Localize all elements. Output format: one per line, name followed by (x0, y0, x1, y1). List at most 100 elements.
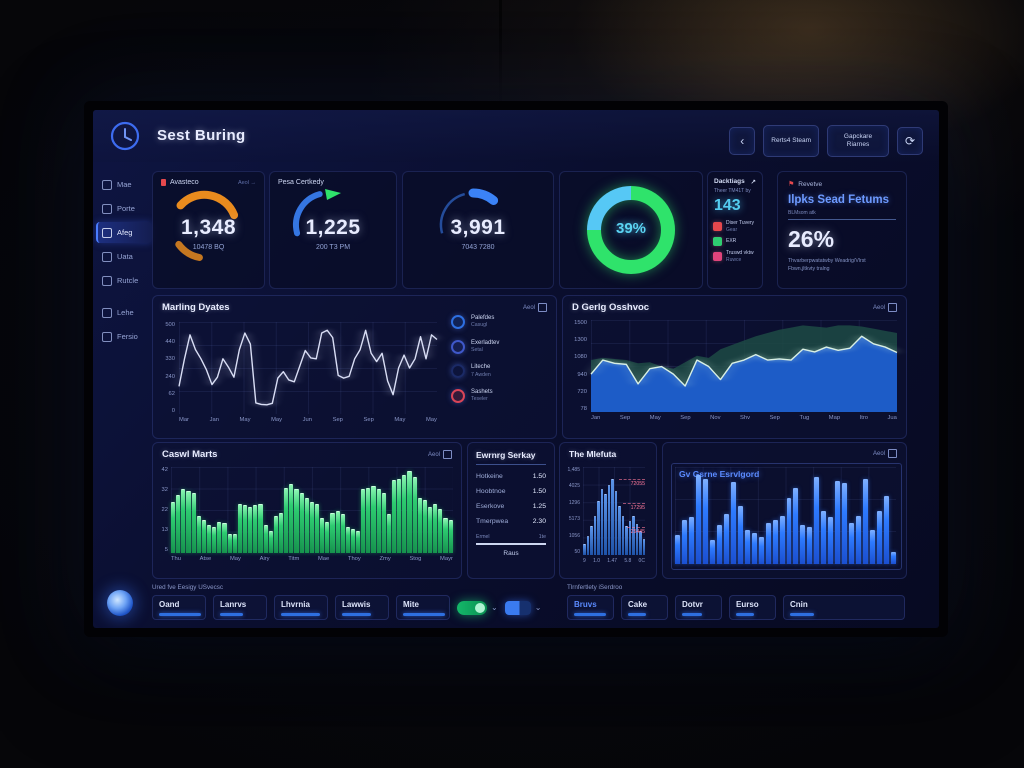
bar (842, 482, 848, 564)
kpi-action[interactable]: Aeol → (237, 179, 256, 186)
table-row: Hotkeine 1.50 (476, 473, 546, 480)
status-square-icon (713, 237, 722, 246)
header-button-1[interactable]: Gapckare Riarnes (827, 125, 889, 157)
kpi-subtitle: 10478 BQ (192, 244, 225, 251)
bar (628, 521, 631, 555)
blue-bar-chart (675, 467, 896, 564)
doc-icon (102, 275, 112, 286)
sidebar-item-label: Lehe (117, 308, 134, 317)
bar (417, 498, 422, 553)
sidebar-item-lehe[interactable]: Lehe (96, 302, 152, 323)
sidebar-item-uata[interactable]: Uata (96, 246, 152, 267)
y-tick: 1300 (574, 337, 587, 344)
blue-toggle[interactable] (504, 600, 531, 615)
y-tick: 1296 (568, 499, 580, 506)
y-tick: 1,485 (567, 467, 580, 473)
filter-button-cnin[interactable]: Cnin (783, 595, 905, 620)
header-button-0[interactable]: Rerts4 Steam (763, 125, 819, 157)
filter-button-eurso[interactable]: Eurso (729, 595, 776, 620)
legend-item[interactable]: Exerladtev Setal (451, 339, 499, 355)
sidebar-item-rutcle[interactable]: Rutcle (96, 270, 152, 291)
kpi-list-item[interactable]: Truswd vktw Ruwce (708, 248, 762, 265)
sidebar-item-afeg[interactable]: Afeg (96, 222, 152, 243)
x-tick: Mayr (440, 556, 453, 562)
refresh-icon-button[interactable]: ⟳ (897, 127, 923, 155)
panel-action[interactable]: Aeol (523, 303, 547, 312)
bar (448, 519, 453, 553)
panel-action[interactable]: Aeol (873, 449, 897, 458)
kpi-list-item[interactable]: EXR (708, 235, 762, 248)
kpi-value: 3,991 (450, 216, 506, 239)
sidebar-item-porte[interactable]: Porte (96, 198, 152, 219)
kpi-list-text: Diser Tuvery Gear (726, 220, 755, 233)
filter-button-oand[interactable]: Oand (152, 595, 206, 620)
kpi-list-item[interactable]: Diser Tuvery Gear (708, 218, 762, 235)
filter-button-lawwis[interactable]: Lawwis (335, 595, 389, 620)
y-tick: 240 (165, 373, 175, 380)
bar (618, 506, 621, 555)
panel-title: The Mlefuta (569, 449, 617, 459)
bar (590, 526, 593, 555)
bar (800, 525, 806, 564)
x-tick: Nov (710, 415, 721, 421)
filter-button-bruvs[interactable]: Bruvs (567, 595, 614, 620)
bar (186, 491, 191, 553)
sidebar-item-mae[interactable]: Mae (96, 174, 152, 195)
bar (709, 539, 715, 564)
bar (196, 516, 201, 553)
table-button[interactable]: Raus (503, 550, 519, 557)
toggle-blue-group[interactable]: ⌄ (504, 600, 541, 615)
legend-dot-icon (451, 314, 465, 329)
annotation-label: 17295 (623, 503, 645, 511)
y-tick: 1500 (574, 320, 587, 326)
y-tick: 500 (165, 322, 175, 328)
underline-bar (281, 613, 320, 616)
filter-button-lhvrnia[interactable]: Lhvrnia (274, 595, 328, 620)
bar (593, 516, 596, 555)
x-tick: May (649, 415, 661, 421)
filter-button-lanrvs[interactable]: Lanrvs (213, 595, 267, 620)
panel-action[interactable]: Aeol (428, 450, 452, 459)
x-tick: Sep (619, 415, 631, 421)
bar (258, 503, 263, 553)
legend-item[interactable]: Liteche 7 Awden (451, 363, 499, 379)
chart-frame (671, 463, 902, 570)
filter-button-cake[interactable]: Cake (621, 595, 668, 620)
doc-icon (102, 227, 112, 238)
bar (402, 474, 407, 553)
toggle-green-group[interactable]: ⌄ (457, 600, 498, 615)
kpi-title: Dacktiags (714, 178, 745, 185)
table-row: Tmerpwea 2.30 (476, 518, 546, 525)
kpi-value: 1,348 (180, 216, 237, 239)
header: Sest Buring ‹ Rerts4 Steam Gapckare Riarn… (93, 110, 939, 162)
legend-item[interactable]: Sashets Teseler (451, 388, 499, 404)
panel-action[interactable]: Aeol (873, 303, 897, 312)
x-tick: Thu (171, 556, 181, 562)
bar (176, 494, 181, 553)
back-button[interactable]: ‹ (729, 127, 756, 155)
y-tick: 78 (580, 405, 587, 412)
kpi-card-3991: 3,991 7043 7280 (402, 171, 554, 289)
green-toggle[interactable] (457, 600, 487, 615)
sidebar: Mae Porte Afeg Uata Rutcle Lehe Fersio (93, 162, 155, 628)
bar (443, 517, 448, 553)
kpi-value: 1,225 (305, 216, 361, 239)
x-tick: Jun (302, 417, 312, 423)
doc-icon (102, 179, 112, 190)
bar (877, 510, 883, 564)
avatar[interactable] (107, 590, 133, 616)
bar (371, 485, 376, 553)
bar (422, 500, 428, 553)
bar (392, 480, 397, 553)
bar (309, 501, 314, 553)
filter-button-dotvr[interactable]: Dotvr (675, 595, 722, 620)
panel-the-mlefuta: The Mlefuta 1,485 4025 1296 5173 1056 50 7205… (559, 442, 657, 579)
sidebar-item-fersio[interactable]: Fersio (96, 326, 152, 347)
bar (730, 481, 736, 564)
legend-item[interactable]: Palefdes Casugl (451, 314, 499, 330)
bar (611, 478, 614, 555)
bar (702, 478, 708, 564)
table-row: Eserkove 1.25 (476, 503, 546, 510)
bar (639, 531, 642, 555)
filter-button-mite[interactable]: Mite (396, 595, 450, 620)
